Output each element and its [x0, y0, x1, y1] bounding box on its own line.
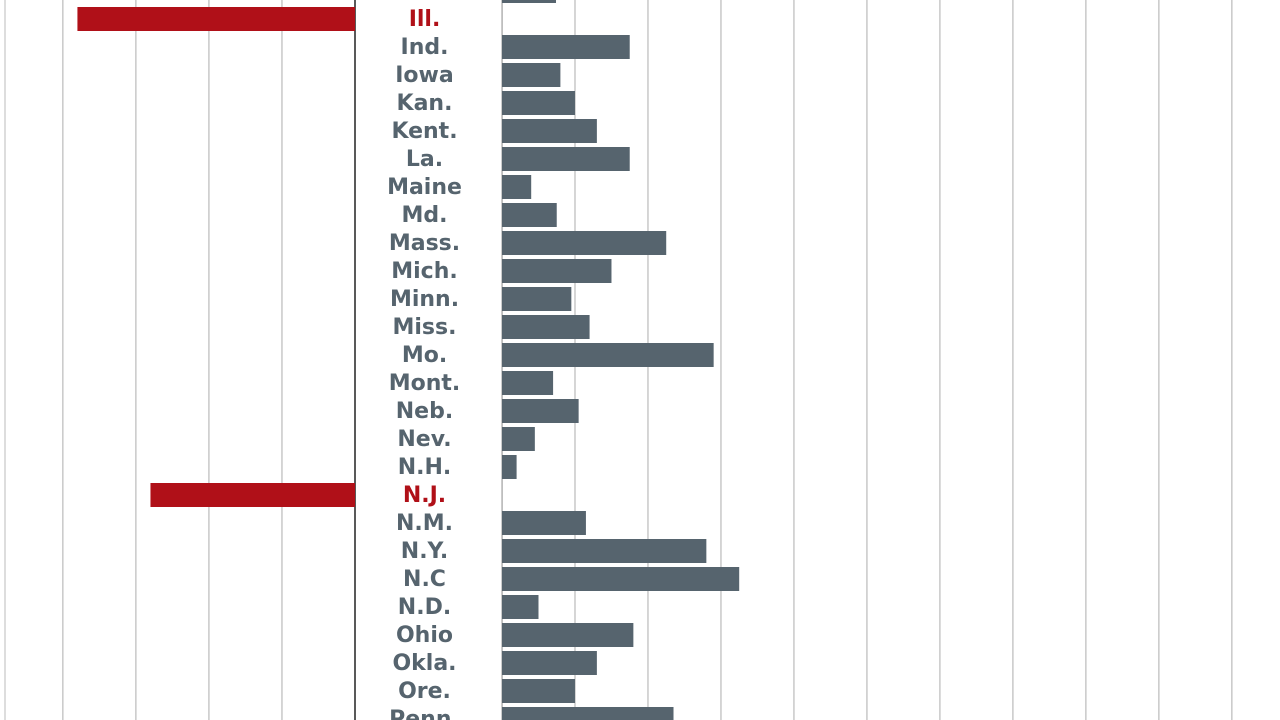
category-label: N.C — [403, 567, 446, 592]
bar — [502, 63, 561, 87]
bar — [502, 399, 579, 423]
category-label: Miss. — [393, 315, 457, 340]
category-label: Mich. — [391, 259, 458, 284]
bar — [502, 287, 572, 311]
category-label: Kent. — [391, 119, 457, 144]
bar — [502, 567, 740, 591]
category-label: Penn. — [389, 707, 460, 720]
bar — [502, 539, 707, 563]
category-label: Md. — [402, 203, 448, 228]
bar — [502, 231, 667, 255]
label-column — [355, 0, 502, 720]
bar — [502, 371, 554, 395]
bar — [502, 427, 535, 451]
category-label: Maine — [387, 175, 462, 200]
bar — [502, 119, 597, 143]
category-label: Mass. — [389, 231, 460, 256]
bar — [502, 679, 575, 703]
bar — [502, 343, 714, 367]
bar — [502, 651, 597, 675]
category-label: Iowa — [395, 63, 453, 88]
category-label: Ohio — [396, 623, 453, 648]
category-label: Nev. — [397, 427, 451, 452]
bar — [502, 455, 517, 479]
bar — [502, 0, 557, 3]
category-label: Okla. — [392, 651, 456, 676]
category-label: Neb. — [396, 399, 453, 424]
category-label: La. — [406, 147, 443, 172]
bar — [502, 623, 634, 647]
bar — [502, 707, 674, 720]
category-label: Ore. — [398, 679, 451, 704]
bar — [502, 595, 539, 619]
bar — [77, 7, 356, 31]
category-label: Mont. — [389, 371, 461, 396]
category-label: Ind. — [401, 35, 449, 60]
category-label: Idaho — [390, 0, 460, 4]
bar — [502, 35, 630, 59]
bar — [502, 203, 557, 227]
bar — [502, 175, 532, 199]
bar — [502, 511, 586, 535]
category-label: N.M. — [396, 511, 453, 536]
bar — [502, 91, 575, 115]
bar — [502, 315, 590, 339]
category-label: Mo. — [402, 343, 447, 368]
bar — [502, 147, 630, 171]
category-label: N.D. — [398, 595, 451, 620]
category-label: N.H. — [398, 455, 452, 480]
category-label: Kan. — [397, 91, 453, 116]
bar — [150, 483, 355, 507]
category-label: N.Y. — [401, 539, 448, 564]
category-label: Ill. — [409, 7, 441, 32]
category-label: N.J. — [403, 483, 446, 508]
category-label: Minn. — [390, 287, 459, 312]
bar — [502, 259, 612, 283]
